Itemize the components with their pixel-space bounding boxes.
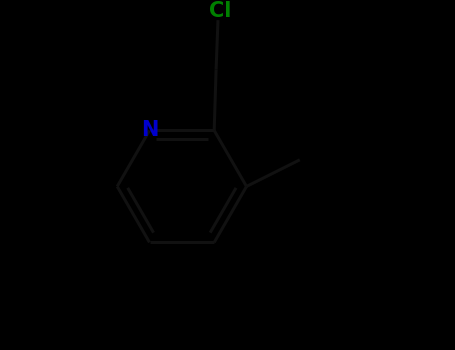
Text: Cl: Cl bbox=[209, 1, 231, 21]
Text: N: N bbox=[141, 120, 158, 140]
